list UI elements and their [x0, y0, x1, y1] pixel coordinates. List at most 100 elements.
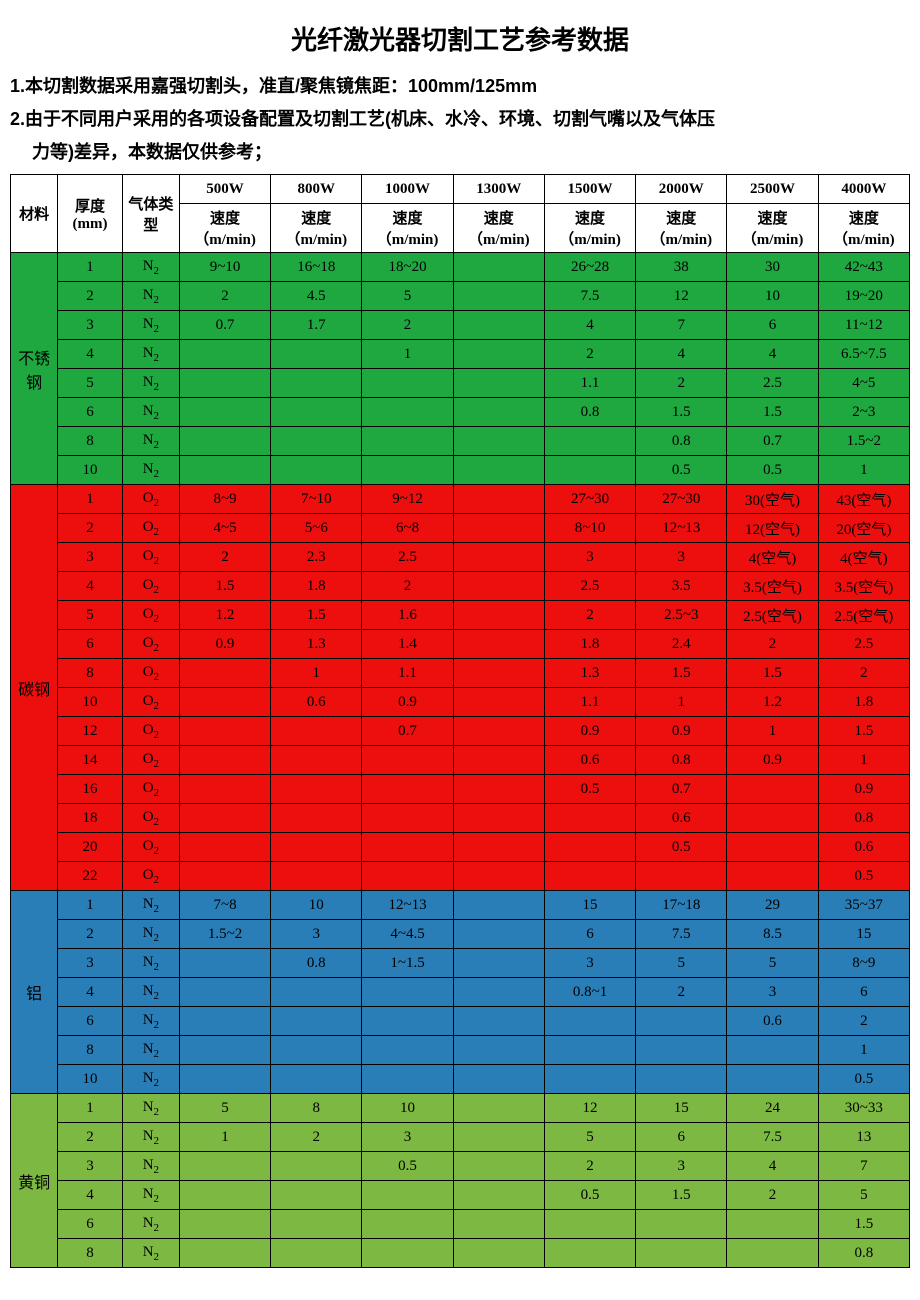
value-cell: 2: [179, 282, 270, 311]
col-material: 材料: [11, 175, 58, 253]
value-cell: [179, 1239, 270, 1268]
value-cell: [727, 1210, 818, 1239]
value-cell: [179, 1065, 270, 1094]
table-row: 6O20.91.31.41.82.422.5: [11, 630, 910, 659]
value-cell: 0.5: [544, 1181, 635, 1210]
value-cell: 1.5: [271, 601, 362, 630]
value-cell: 1.5: [818, 1210, 909, 1239]
gas-cell: N2: [122, 427, 179, 456]
value-cell: 0.5: [544, 775, 635, 804]
col-thickness: 厚度(mm): [58, 175, 123, 253]
thickness-cell: 2: [58, 920, 123, 949]
value-cell: [453, 1094, 544, 1123]
value-cell: 1: [818, 456, 909, 485]
gas-cell: N2: [122, 1152, 179, 1181]
value-cell: 5: [544, 1123, 635, 1152]
value-cell: 0.8: [636, 427, 727, 456]
value-cell: [453, 572, 544, 601]
table-row: 5N21.122.54~5: [11, 369, 910, 398]
table-row: 8O211.11.31.51.52: [11, 659, 910, 688]
value-cell: 2: [818, 1007, 909, 1036]
value-cell: [453, 746, 544, 775]
value-cell: [453, 891, 544, 920]
thickness-cell: 14: [58, 746, 123, 775]
value-cell: [179, 1036, 270, 1065]
value-cell: 30~33: [818, 1094, 909, 1123]
value-cell: 4: [544, 311, 635, 340]
value-cell: [271, 717, 362, 746]
value-cell: [271, 1181, 362, 1210]
value-cell: [362, 746, 453, 775]
value-cell: [271, 1065, 362, 1094]
value-cell: [271, 804, 362, 833]
table-row: 2N21.5~234~4.567.58.515: [11, 920, 910, 949]
table-row: 3N20.81~1.53558~9: [11, 949, 910, 978]
value-cell: 8.5: [727, 920, 818, 949]
value-cell: 0.6: [818, 833, 909, 862]
value-cell: [727, 1239, 818, 1268]
value-cell: [727, 804, 818, 833]
value-cell: 3: [727, 978, 818, 1007]
col-speed-0: 速度（m/min): [179, 204, 270, 253]
table-row: 不锈钢1N29~1016~1818~2026~28383042~43: [11, 253, 910, 282]
cutting-data-table: 材料 厚度(mm) 气体类型 500W 800W 1000W 1300W 150…: [10, 174, 910, 1268]
value-cell: 43(空气): [818, 485, 909, 514]
table-row: 10N20.50.51: [11, 456, 910, 485]
value-cell: 15: [636, 1094, 727, 1123]
value-cell: 1.1: [544, 369, 635, 398]
value-cell: 2: [727, 1181, 818, 1210]
value-cell: [453, 717, 544, 746]
thickness-cell: 2: [58, 1123, 123, 1152]
value-cell: 8~9: [818, 949, 909, 978]
value-cell: 3.5(空气): [727, 572, 818, 601]
value-cell: 13: [818, 1123, 909, 1152]
value-cell: [362, 1007, 453, 1036]
gas-cell: N2: [122, 398, 179, 427]
value-cell: 30(空气): [727, 485, 818, 514]
value-cell: 29: [727, 891, 818, 920]
value-cell: 2.5(空气): [818, 601, 909, 630]
value-cell: 26~28: [544, 253, 635, 282]
value-cell: 0.6: [544, 746, 635, 775]
value-cell: 0.9: [727, 746, 818, 775]
value-cell: [727, 775, 818, 804]
gas-cell: N2: [122, 891, 179, 920]
gas-cell: N2: [122, 1210, 179, 1239]
value-cell: 1: [727, 717, 818, 746]
value-cell: 2: [544, 1152, 635, 1181]
value-cell: [179, 1210, 270, 1239]
col-gas: 气体类型: [122, 175, 179, 253]
thickness-cell: 3: [58, 949, 123, 978]
value-cell: 0.5: [636, 833, 727, 862]
value-cell: 1.5: [636, 1181, 727, 1210]
value-cell: 1: [636, 688, 727, 717]
value-cell: 6~8: [362, 514, 453, 543]
value-cell: 0.7: [727, 427, 818, 456]
value-cell: [362, 862, 453, 891]
table-row: 2N224.557.5121019~20: [11, 282, 910, 311]
col-power-7: 4000W: [818, 175, 909, 204]
value-cell: 1.1: [544, 688, 635, 717]
value-cell: 1: [818, 1036, 909, 1065]
gas-cell: N2: [122, 311, 179, 340]
value-cell: 1.5: [727, 398, 818, 427]
value-cell: 2.5: [818, 630, 909, 659]
value-cell: 3: [544, 949, 635, 978]
value-cell: [453, 485, 544, 514]
gas-cell: N2: [122, 1239, 179, 1268]
col-power-4: 1500W: [544, 175, 635, 204]
value-cell: 1.1: [362, 659, 453, 688]
value-cell: 27~30: [544, 485, 635, 514]
value-cell: [362, 833, 453, 862]
gas-cell: O2: [122, 601, 179, 630]
table-row: 4O21.51.822.53.53.5(空气)3.5(空气): [11, 572, 910, 601]
value-cell: [453, 253, 544, 282]
value-cell: 1: [362, 340, 453, 369]
gas-cell: N2: [122, 1007, 179, 1036]
value-cell: 1.3: [544, 659, 635, 688]
value-cell: [544, 1065, 635, 1094]
table-row: 4N20.51.525: [11, 1181, 910, 1210]
value-cell: 5: [362, 282, 453, 311]
value-cell: 5: [727, 949, 818, 978]
table-row: 10O20.60.91.111.21.8: [11, 688, 910, 717]
